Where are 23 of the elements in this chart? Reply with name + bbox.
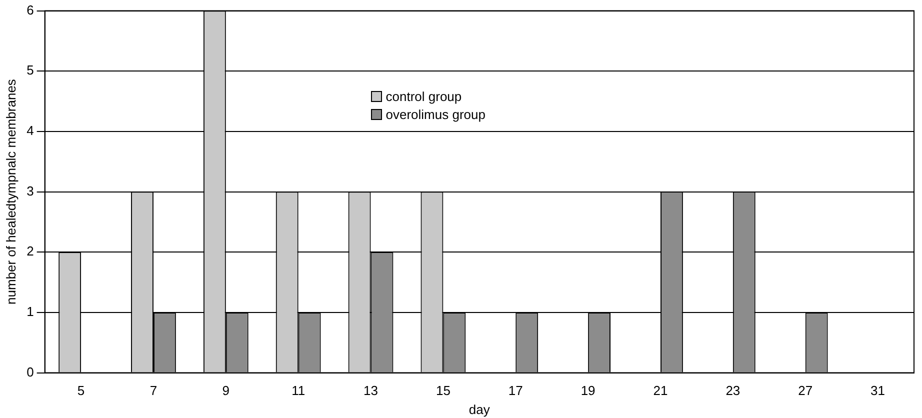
x-tick-label: 31 — [870, 383, 886, 398]
y-tick-label: 1 — [26, 304, 34, 320]
y-tick-label: 6 — [26, 2, 34, 18]
legend-label: control group — [386, 88, 462, 104]
x-tick-label: 23 — [726, 383, 740, 398]
x-tick-label: 17 — [508, 383, 523, 398]
y-tick-label: 5 — [26, 62, 34, 78]
x-tick-label: 27 — [798, 383, 813, 398]
x-axis-title: day — [468, 402, 490, 417]
x-tick-label: 5 — [77, 383, 85, 398]
x-tick-label: 7 — [150, 383, 158, 398]
y-tick-label: 2 — [26, 244, 34, 259]
x-tick-label: 19 — [580, 383, 596, 398]
x-tick-label: 9 — [222, 383, 230, 398]
x-tick-label: 15 — [436, 383, 450, 398]
legend-label: overolimus group — [386, 106, 486, 122]
x-tick-label: 11 — [292, 383, 306, 398]
x-tick-label: 21 — [653, 383, 668, 398]
y-tick-label: 0 — [26, 364, 34, 380]
y-tick-label: 3 — [26, 183, 34, 198]
y-axis-title: number of healedtympnalc membranes — [3, 78, 18, 305]
y-tick-label: 4 — [26, 123, 34, 138]
x-tick-label: 13 — [364, 383, 378, 398]
